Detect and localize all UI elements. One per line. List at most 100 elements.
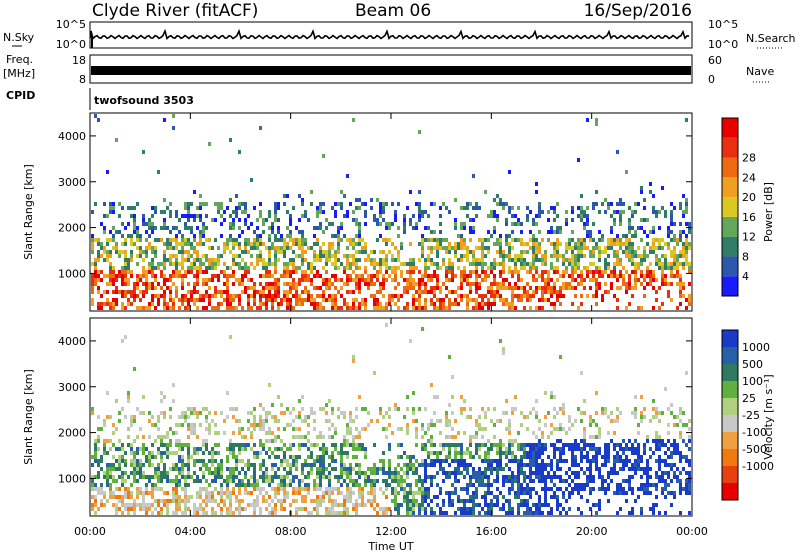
data-cell (652, 399, 655, 403)
data-cell (172, 270, 175, 274)
data-cell (463, 487, 466, 491)
data-cell (541, 447, 544, 451)
data-cell (583, 278, 586, 282)
data-cell (268, 290, 271, 294)
data-cell (109, 254, 112, 258)
data-cell (553, 483, 556, 487)
data-cell (274, 447, 277, 451)
data-cell (517, 463, 520, 467)
data-cell (403, 471, 406, 475)
data-cell (637, 226, 640, 230)
data-cell (688, 242, 691, 246)
data-cell (349, 274, 352, 278)
colorbar-segment (722, 157, 738, 178)
data-cell (436, 451, 439, 455)
data-cell (316, 443, 319, 447)
data-cell (304, 274, 307, 278)
data-cell (244, 463, 247, 467)
data-cell (253, 423, 256, 427)
data-cell (424, 282, 427, 286)
data-cell (613, 274, 616, 278)
data-cell (340, 190, 343, 194)
data-cell (133, 367, 136, 371)
data-cell (196, 447, 199, 451)
data-cell (94, 282, 97, 286)
data-cell (604, 262, 607, 266)
data-cell (271, 403, 274, 407)
data-cell (637, 266, 640, 270)
data-cell (232, 226, 235, 230)
data-cell (394, 475, 397, 479)
data-cell (175, 507, 178, 511)
data-cell (601, 487, 604, 491)
data-cell (136, 495, 139, 499)
data-cell (373, 218, 376, 222)
data-cell (550, 254, 553, 258)
data-cell (184, 503, 187, 507)
data-cell (208, 262, 211, 266)
data-cell (253, 290, 256, 294)
data-cell (277, 202, 280, 206)
data-cell (475, 270, 478, 274)
data-cell (361, 407, 364, 411)
data-cell (562, 403, 565, 407)
data-cell (232, 471, 235, 475)
data-cell (616, 202, 619, 206)
data-cell (592, 435, 595, 439)
data-cell (235, 463, 238, 467)
data-cell (280, 274, 283, 278)
data-cell (457, 459, 460, 463)
data-cell (331, 503, 334, 507)
data-cell (499, 198, 502, 202)
data-cell (148, 411, 151, 415)
data-cell (415, 491, 418, 495)
data-cell (202, 294, 205, 298)
data-cell (481, 258, 484, 262)
data-cell (430, 202, 433, 206)
data-cell (361, 238, 364, 242)
data-cell (289, 411, 292, 415)
data-cell (295, 254, 298, 258)
data-cell (466, 511, 469, 515)
data-cell (217, 306, 220, 310)
data-cell (103, 230, 106, 234)
data-cell (157, 266, 160, 270)
data-cell (610, 286, 613, 290)
data-cell (265, 302, 268, 306)
data-cell (574, 294, 577, 298)
data-cell (133, 222, 136, 226)
data-cell (667, 423, 670, 427)
data-cell (406, 290, 409, 294)
data-cell (583, 266, 586, 270)
data-cell (403, 262, 406, 266)
data-cell (562, 274, 565, 278)
data-cell (670, 218, 673, 222)
data-cell (100, 242, 103, 246)
data-cell (514, 306, 517, 310)
data-cell (421, 278, 424, 282)
data-cell (508, 479, 511, 483)
data-cell (607, 475, 610, 479)
data-cell (577, 443, 580, 447)
data-cell (373, 471, 376, 475)
data-cell (550, 475, 553, 479)
data-cell (487, 266, 490, 270)
data-cell (430, 443, 433, 447)
data-cell (130, 258, 133, 262)
data-cell (193, 423, 196, 427)
data-cell (142, 218, 145, 222)
data-cell (376, 218, 379, 222)
data-cell (175, 242, 178, 246)
data-cell (352, 443, 355, 447)
data-cell (607, 254, 610, 258)
data-cell (481, 479, 484, 483)
data-cell (172, 226, 175, 230)
data-cell (670, 282, 673, 286)
data-cell (466, 463, 469, 467)
data-cell (313, 443, 316, 447)
data-cell (181, 266, 184, 270)
data-cell (187, 499, 190, 503)
data-cell (439, 491, 442, 495)
data-cell (307, 278, 310, 282)
